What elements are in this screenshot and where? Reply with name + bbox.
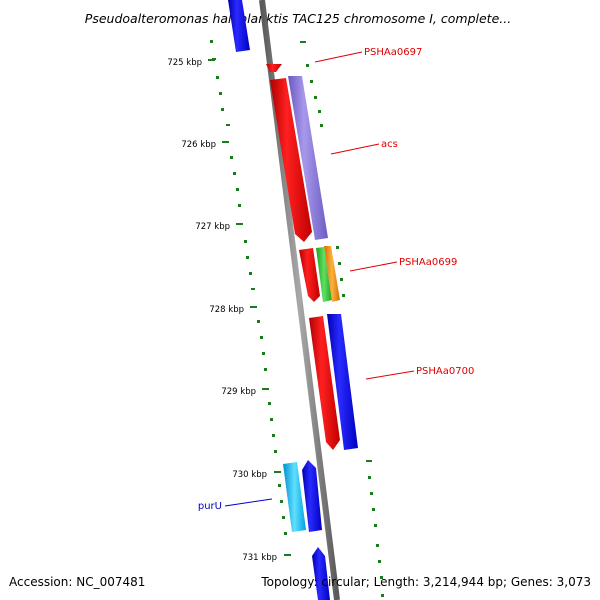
gene-blue-top[interactable] [228, 0, 250, 52]
gene-blue-bottom[interactable] [312, 547, 330, 600]
cds-red-pshaa0699[interactable] [299, 248, 320, 302]
summary-text: Topology: circular; Length: 3,214,944 bp… [260, 575, 591, 589]
label-pshaa0699[interactable]: PSHAa0699 [399, 257, 457, 268]
gene-blue-pshaa0700[interactable] [327, 314, 358, 450]
tick-label-728: 728 kbp [209, 305, 244, 315]
position-dots-outer [300, 41, 384, 597]
tick-label-731: 731 kbp [242, 553, 277, 563]
tick-label-725: 725 kbp [167, 58, 202, 68]
gene-orange-pshaa0699[interactable] [324, 246, 340, 302]
gene-red-small[interactable] [266, 64, 282, 72]
gene-blue-purU-adjacent[interactable] [302, 460, 322, 532]
leader-pshaa0697 [314, 51, 363, 63]
leader-acs [330, 143, 380, 155]
map-title: Pseudoalteromonas haloplanktis TAC125 ch… [85, 11, 511, 26]
tick-label-726: 726 kbp [181, 140, 216, 150]
accession-text: Accession: NC_007481 [9, 575, 145, 589]
leader-purU [224, 498, 273, 507]
label-pshaa0697[interactable]: PSHAa0697 [364, 47, 422, 58]
tick-label-727: 727 kbp [195, 222, 230, 232]
label-pshaa0700[interactable]: PSHAa0700 [416, 366, 474, 377]
gene-purple-acs[interactable] [288, 76, 328, 240]
label-purU[interactable]: purU [198, 501, 222, 512]
label-acs[interactable]: acs [381, 139, 398, 150]
cds-red-pshaa0700[interactable] [309, 316, 340, 450]
cds-red-acs[interactable] [270, 78, 312, 242]
leader-pshaa0699 [349, 261, 398, 272]
gene-cyan-purU[interactable] [283, 462, 306, 532]
gene-green-pshaa0699[interactable] [316, 247, 332, 302]
tick-label-730: 730 kbp [232, 470, 267, 480]
tick-marks [208, 59, 291, 556]
tick-label-729: 729 kbp [221, 387, 256, 397]
position-dots-inner [210, 40, 287, 535]
leader-pshaa0700 [365, 370, 415, 380]
